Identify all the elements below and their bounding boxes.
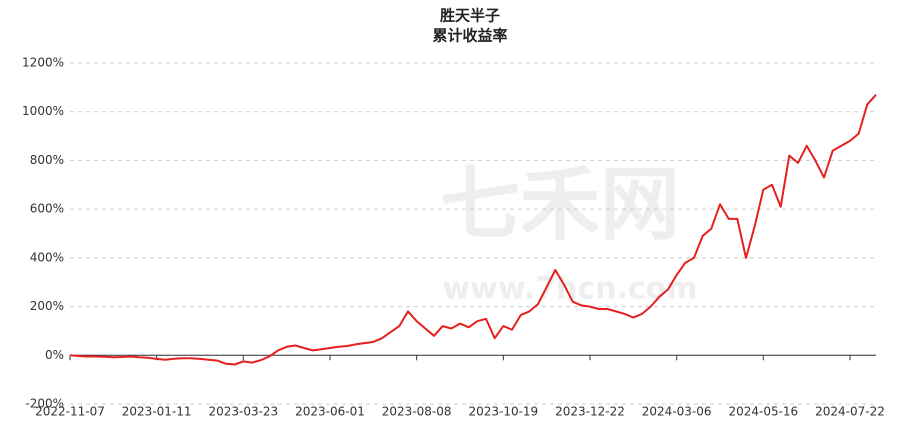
x-tick-label: 2024-03-06 — [642, 405, 712, 419]
x-tick-label: 2023-10-19 — [468, 405, 538, 419]
chart-title: 胜天半子 — [440, 7, 500, 25]
series-line — [69, 94, 877, 366]
x-tick-label: 2023-03-23 — [208, 405, 278, 419]
chart-subtitle: 累计收益率 — [432, 27, 507, 45]
watermark: 七禾网 — [440, 158, 680, 251]
x-tick-label: 2023-06-01 — [295, 405, 365, 419]
x-tick-label: 2024-07-22 — [815, 405, 885, 419]
y-tick-label: 0% — [45, 348, 64, 362]
y-tick-label: 600% — [30, 202, 64, 216]
x-tick-label: 2024-05-16 — [728, 405, 798, 419]
y-tick-label: 400% — [30, 250, 64, 264]
y-tick-label: -200% — [25, 397, 64, 411]
y-tick-label: 1200% — [22, 56, 64, 70]
y-tick-label: 1000% — [22, 104, 64, 118]
x-tick-label: 2023-08-08 — [382, 405, 452, 419]
x-tick-label: 2023-12-22 — [555, 405, 625, 419]
x-tick-label: 2022-11-07 — [35, 405, 105, 419]
y-tick-label: 800% — [30, 153, 64, 167]
x-tick-label: 2023-01-11 — [122, 405, 192, 419]
y-tick-label: 200% — [30, 299, 64, 313]
watermark-url: www.7hcn.com — [442, 272, 697, 307]
